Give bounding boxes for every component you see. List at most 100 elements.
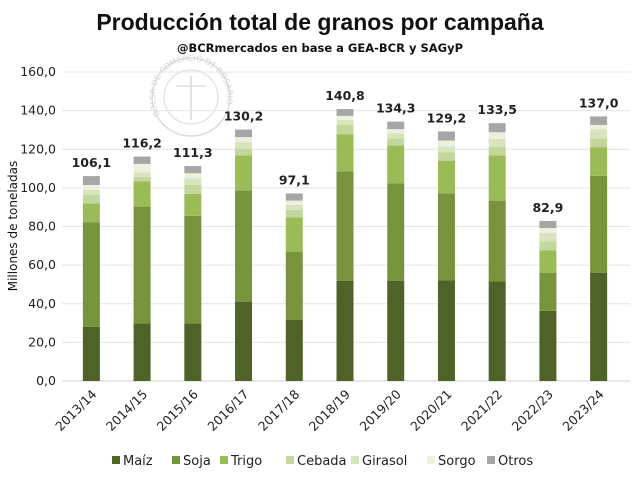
x-tick-label: 2020/21 — [407, 387, 454, 434]
bar-segment-otros — [539, 220, 557, 229]
bar-segment-trigo — [82, 203, 100, 223]
bar-segment-maíz — [235, 301, 253, 381]
bar-segment-trigo — [235, 155, 253, 191]
x-tick-label: 2016/17 — [204, 387, 251, 434]
x-tick-label: 2015/16 — [154, 386, 201, 433]
legend-item-girasol: Girasol — [351, 454, 407, 469]
bar-segment-sorgo — [590, 124, 608, 130]
bar-segment-otros — [235, 129, 253, 138]
legend-swatch — [487, 456, 495, 464]
bar-segment-otros — [336, 109, 354, 116]
legend-item-sorgo: Sorgo — [427, 454, 476, 469]
bar-segment-girasol — [82, 189, 100, 196]
x-tick-label: 2018/19 — [306, 386, 353, 433]
bar-segment-sorgo — [184, 173, 202, 179]
bar-segment-otros — [133, 156, 151, 164]
bar-segment-girasol — [488, 139, 506, 147]
bar-segment-cebada — [235, 148, 253, 156]
legend-item-maíz: Maíz — [112, 454, 153, 469]
legend-swatch — [351, 456, 359, 464]
total-label: 130,2 — [224, 109, 264, 124]
legend-swatch — [220, 456, 228, 464]
y-tick-label: 60,0 — [28, 257, 56, 272]
bar-segment-maíz — [133, 323, 151, 381]
y-tick-label: 140,0 — [20, 103, 56, 118]
bar-segment-soja — [387, 183, 405, 281]
total-label: 129,2 — [427, 110, 467, 125]
bar-segment-cebada — [387, 138, 405, 146]
legend-label: Girasol — [362, 454, 407, 469]
bar-segment-maíz — [184, 323, 202, 381]
bar-segment-otros — [488, 123, 506, 133]
bar-segment-maíz — [539, 310, 557, 381]
legend-label: Cebada — [297, 454, 347, 469]
bar-segment-cebada — [133, 177, 151, 182]
bar-segment-trigo — [285, 217, 303, 252]
x-tick-label: 2017/18 — [255, 386, 302, 433]
y-axis-label: Millones de toneladas — [6, 161, 20, 292]
bar-segment-trigo — [437, 160, 455, 194]
bar-segment-cebada — [285, 209, 303, 218]
bar-segment-soja — [336, 171, 354, 281]
bar-segment-trigo — [387, 145, 405, 184]
watermark-seal: BOLSA DE COMERCIO DE ROSARIO — [148, 54, 234, 137]
legend-item-trigo: Trigo — [220, 454, 262, 469]
legend-swatch — [172, 456, 180, 464]
chart-title: Producción total de granos por campaña — [96, 9, 544, 35]
bar-segment-girasol — [285, 204, 303, 210]
bar-segment-trigo — [590, 147, 608, 176]
y-tick-label: 100,0 — [20, 180, 56, 195]
bar-segment-girasol — [539, 233, 557, 242]
bar-segment-soja — [133, 206, 151, 324]
bar-segment-soja — [437, 193, 455, 281]
chart-subtitle: @BCRmercados en base a GEA-BCR y SAGyP — [177, 41, 463, 55]
bar-segment-cebada — [437, 152, 455, 161]
bar-segment-otros — [437, 131, 455, 141]
bar-segment-cebada — [82, 195, 100, 204]
legend-item-otros: Otros — [487, 454, 533, 469]
bar-segment-soja — [184, 215, 202, 324]
bar-segment-sorgo — [437, 140, 455, 147]
bar-segment-maíz — [488, 281, 506, 381]
total-label: 106,1 — [72, 155, 112, 170]
bar-segment-maíz — [437, 280, 455, 381]
bar-segment-cebada — [336, 124, 354, 135]
bar-segment-otros — [82, 176, 100, 185]
total-label: 82,9 — [532, 200, 563, 215]
bar-segment-maíz — [82, 326, 100, 381]
bar-segment-girasol — [235, 142, 253, 149]
bar-segment-maíz — [336, 280, 354, 381]
bar-segment-girasol — [336, 119, 354, 125]
legend-item-cebada: Cebada — [286, 454, 347, 469]
x-tick-label: 2021/22 — [458, 387, 505, 434]
bar-segment-cebada — [184, 184, 202, 194]
legend-swatch — [427, 456, 435, 464]
total-label: 116,2 — [122, 136, 162, 151]
legend-label: Sorgo — [438, 454, 476, 469]
total-label: 97,1 — [279, 172, 310, 187]
legend-label: Trigo — [230, 454, 262, 469]
bar-segment-maíz — [387, 280, 405, 381]
x-tick-label: 2022/23 — [509, 387, 556, 434]
y-tick-label: 80,0 — [28, 219, 56, 234]
legend-swatch — [286, 456, 294, 464]
bar-segment-maíz — [285, 319, 303, 381]
x-tick-label: 2023/24 — [559, 386, 606, 433]
bar-segment-sorgo — [82, 184, 100, 190]
bar-segment-sorgo — [235, 137, 253, 143]
bar-segment-trigo — [336, 134, 354, 172]
bar-segment-cebada — [539, 241, 557, 251]
y-tick-label: 0,0 — [36, 373, 56, 388]
total-label: 137,0 — [579, 95, 619, 110]
total-label: 111,3 — [173, 145, 213, 160]
y-tick-label: 20,0 — [28, 334, 56, 349]
bar-segment-trigo — [133, 181, 151, 207]
bar-segment-girasol — [437, 146, 455, 153]
bar-segment-cebada — [590, 138, 608, 148]
y-tick-label: 120,0 — [20, 141, 56, 156]
bar-segment-sorgo — [488, 132, 506, 140]
bar-segment-girasol — [387, 133, 405, 139]
bar-segment-soja — [539, 272, 557, 311]
bar-segment-sorgo — [387, 129, 405, 134]
